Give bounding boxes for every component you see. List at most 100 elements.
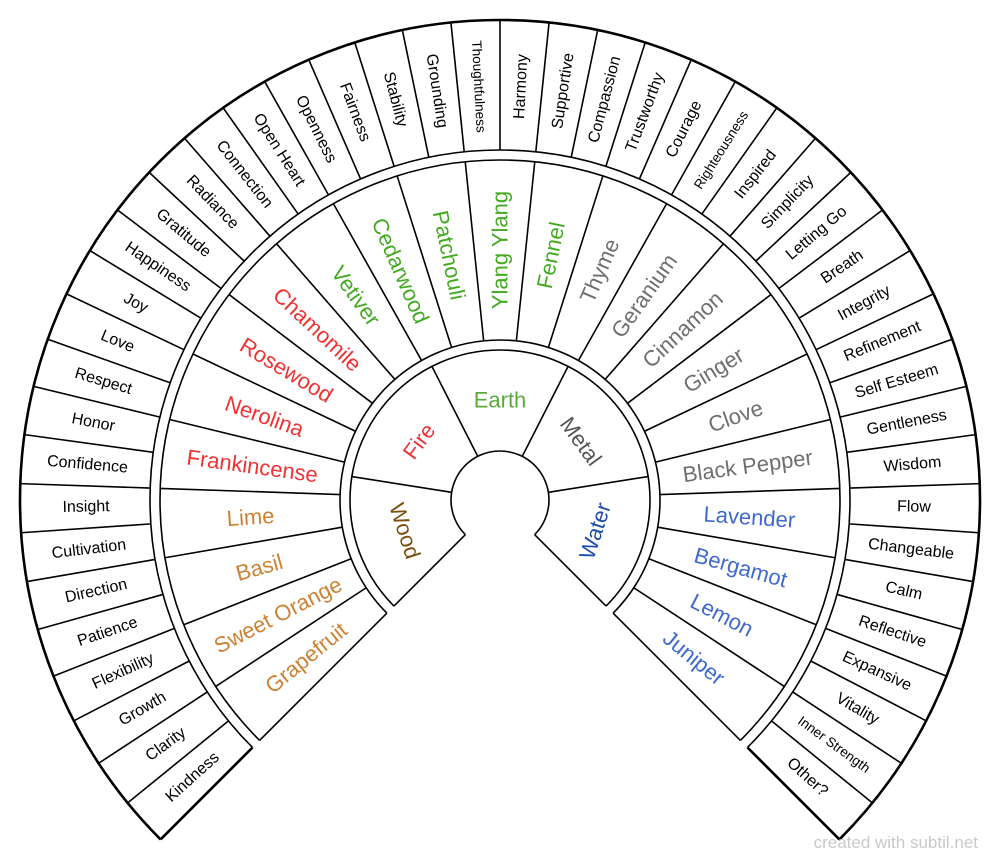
quality-label: Integrity <box>835 282 893 324</box>
quality-label: Happiness <box>122 239 194 296</box>
element-divider <box>548 475 649 494</box>
quality-label: Kindness <box>163 749 223 806</box>
ring-arc <box>349 349 651 607</box>
oil-divider <box>275 243 396 380</box>
oil-divider <box>215 587 367 688</box>
quality-divider <box>570 29 599 158</box>
oil-label: Vetiver <box>326 261 385 330</box>
quality-divider <box>53 627 175 677</box>
wheel-outlines <box>18 18 982 841</box>
quality-divider <box>26 558 156 583</box>
quality-divider <box>846 433 976 454</box>
ring-edge <box>534 534 607 607</box>
oil-divider <box>657 526 836 559</box>
quality-divider <box>815 293 934 351</box>
quality-divider <box>729 137 817 237</box>
oil-divider <box>464 161 485 341</box>
oil-label: Lime <box>226 503 275 531</box>
element-ring: Wood Fire Earth Metal Water <box>384 388 616 563</box>
quality-divider <box>825 627 947 677</box>
oil-label: Patchouli <box>428 208 471 302</box>
quality-divider <box>264 81 330 196</box>
quality-divider <box>450 22 466 152</box>
element-divider <box>351 475 452 494</box>
quality-divider <box>222 107 299 215</box>
quality-label: Simplicity <box>758 172 817 232</box>
quality-divider <box>755 171 852 262</box>
quality-divider <box>33 385 161 418</box>
oil-divider <box>396 175 453 348</box>
quality-label: Direction <box>63 576 128 606</box>
quality-divider <box>798 249 911 319</box>
oil-divider <box>604 243 725 380</box>
quality-divider <box>183 137 271 237</box>
quality-divider <box>844 558 974 583</box>
quality-label: Other? <box>783 755 831 800</box>
oil-label: Bergamot <box>691 543 790 593</box>
quality-divider <box>98 691 208 764</box>
quality-label: Insight <box>62 498 110 516</box>
ring-edge <box>746 746 841 841</box>
quality-divider <box>770 720 873 804</box>
ring-arc <box>339 339 661 614</box>
quality-label: Inspired <box>731 147 780 202</box>
quality-label: Thoughtfulness <box>469 40 489 133</box>
quality-label: Openness <box>292 93 340 166</box>
quality-divider <box>534 22 550 152</box>
oil-divider <box>648 557 817 626</box>
quality-divider <box>127 720 230 804</box>
oil-divider <box>332 203 423 361</box>
oil-label: Nerolina <box>222 391 308 442</box>
quality-label: Courage <box>663 98 706 161</box>
oil-divider <box>169 418 345 463</box>
quality-divider <box>605 42 646 167</box>
oil-divider <box>192 353 356 433</box>
quality-divider <box>20 482 151 489</box>
quality-label: Respect <box>73 365 135 398</box>
quality-label: Confidence <box>46 453 128 477</box>
ring-edge <box>159 746 254 841</box>
quality-label: Refinement <box>841 318 924 365</box>
oil-label: Lemon <box>686 588 757 641</box>
element-label: Water <box>574 500 616 563</box>
ring-arc <box>450 450 550 536</box>
quality-divider <box>66 293 185 351</box>
oil-divider <box>183 557 352 626</box>
quality-divider <box>37 593 164 631</box>
oil-divider <box>577 203 668 361</box>
quality-label: Calm <box>884 579 924 604</box>
quality-label: Radiance <box>183 172 242 232</box>
oil-label: Fennel <box>532 220 570 291</box>
ring-edge <box>393 534 466 607</box>
quality-divider <box>778 209 883 290</box>
quality-divider <box>354 42 395 167</box>
oil-divider <box>515 161 536 341</box>
quality-label: Wisdom <box>883 454 942 476</box>
quality-label: Letting Go <box>783 203 850 264</box>
quality-label: Trustworthy <box>623 70 668 154</box>
oil-divider <box>547 175 604 348</box>
quality-label: Cultivation <box>51 536 127 562</box>
oil-divider <box>164 526 343 559</box>
oil-divider <box>644 353 808 433</box>
quality-label: Joy <box>121 290 151 317</box>
oil-divider <box>160 487 341 496</box>
element-divider <box>521 365 569 457</box>
oil-divider <box>655 418 831 463</box>
oil-label: Basil <box>233 549 286 586</box>
oil-label: Lavender <box>703 501 796 532</box>
oil-label: Ylang Ylang <box>488 191 513 309</box>
quality-label: Changeable <box>867 536 955 563</box>
quality-label: Love <box>98 327 137 356</box>
quality-divider <box>792 691 902 764</box>
oil-divider <box>627 293 772 404</box>
oil-divider <box>228 293 373 404</box>
quality-divider <box>670 81 736 196</box>
quality-label: Flexibility <box>90 650 157 693</box>
quality-divider <box>701 107 778 215</box>
quality-divider <box>839 385 967 418</box>
quality-label: Harmony <box>511 54 531 120</box>
element-divider <box>431 365 479 457</box>
ring-edge <box>612 612 741 741</box>
